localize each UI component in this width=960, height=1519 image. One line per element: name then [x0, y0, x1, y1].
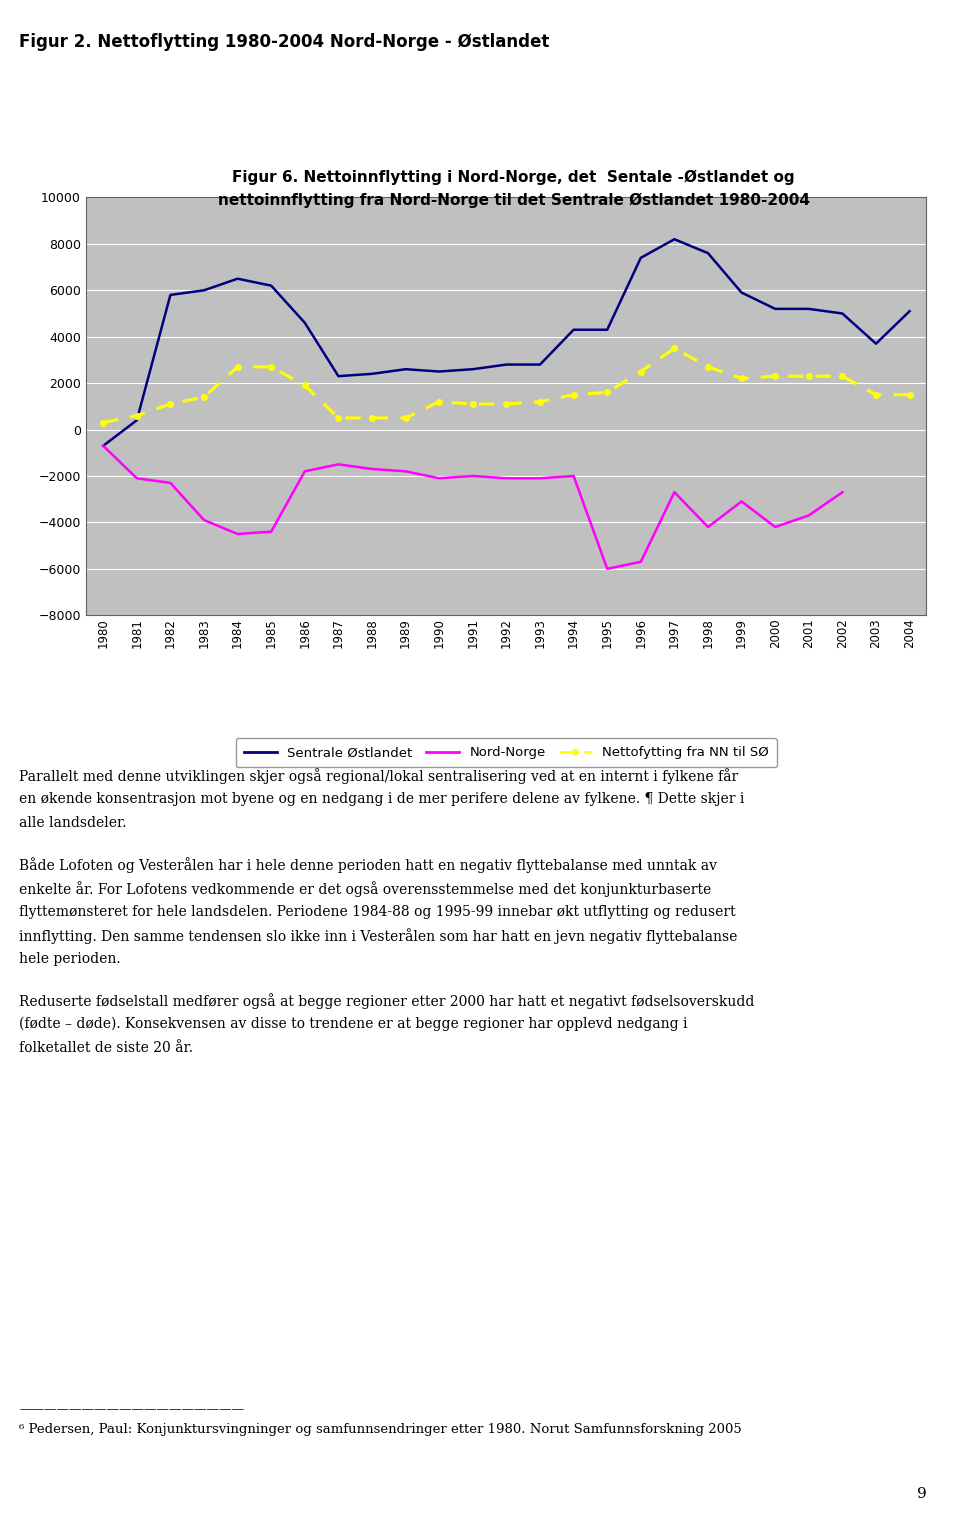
Text: Figur 2. Nettoflytting 1980-2004 Nord-Norge - Østlandet: Figur 2. Nettoflytting 1980-2004 Nord-No…	[19, 33, 549, 52]
Text: Figur 6. Nettoinnflytting i Nord-Norge, det  Sentale -Østlandet og: Figur 6. Nettoinnflytting i Nord-Norge, …	[232, 170, 795, 185]
Text: innflytting. Den samme tendensen slo ikke inn i Vesterålen som har hatt en jevn : innflytting. Den samme tendensen slo ikk…	[19, 928, 737, 943]
Text: Parallelt med denne utviklingen skjer også regional/lokal sentralisering ved at : Parallelt med denne utviklingen skjer og…	[19, 769, 738, 784]
Text: 9: 9	[917, 1487, 926, 1501]
Text: (fødte – døde). Konsekvensen av disse to trendene er at begge regioner har opple: (fødte – døde). Konsekvensen av disse to…	[19, 1018, 687, 1031]
Text: nettoinnflytting fra Nord-Norge til det Sentrale Østlandet 1980-2004: nettoinnflytting fra Nord-Norge til det …	[218, 193, 809, 208]
Text: flyttemønsteret for hele landsdelen. Periodene 1984-88 og 1995-99 innebar økt ut: flyttemønsteret for hele landsdelen. Per…	[19, 905, 735, 919]
Text: en økende konsentrasjon mot byene og en nedgang i de mer perifere delene av fylk: en økende konsentrasjon mot byene og en …	[19, 793, 745, 807]
Text: ⁶ Pedersen, Paul: Konjunktursvingninger og samfunnsendringer etter 1980. Norut S: ⁶ Pedersen, Paul: Konjunktursvingninger …	[19, 1423, 742, 1437]
Text: hele perioden.: hele perioden.	[19, 951, 121, 966]
Text: enkelte år. For Lofotens vedkommende er det også overensstemmelse med det konjun: enkelte år. For Lofotens vedkommende er …	[19, 881, 711, 896]
Text: ——————————————————: ——————————————————	[19, 1404, 244, 1417]
Legend: Sentrale Østlandet, Nord-Norge, Nettofytting fra NN til SØ: Sentrale Østlandet, Nord-Norge, Nettofyt…	[236, 738, 777, 767]
Text: Reduserte fødselstall medfører også at begge regioner etter 2000 har hatt et neg: Reduserte fødselstall medfører også at b…	[19, 993, 755, 1009]
Text: alle landsdeler.: alle landsdeler.	[19, 816, 127, 829]
Text: folketallet de siste 20 år.: folketallet de siste 20 år.	[19, 1041, 193, 1054]
Text: Både Lofoten og Vesterålen har i hele denne perioden hatt en negativ flyttebalan: Både Lofoten og Vesterålen har i hele de…	[19, 858, 717, 873]
